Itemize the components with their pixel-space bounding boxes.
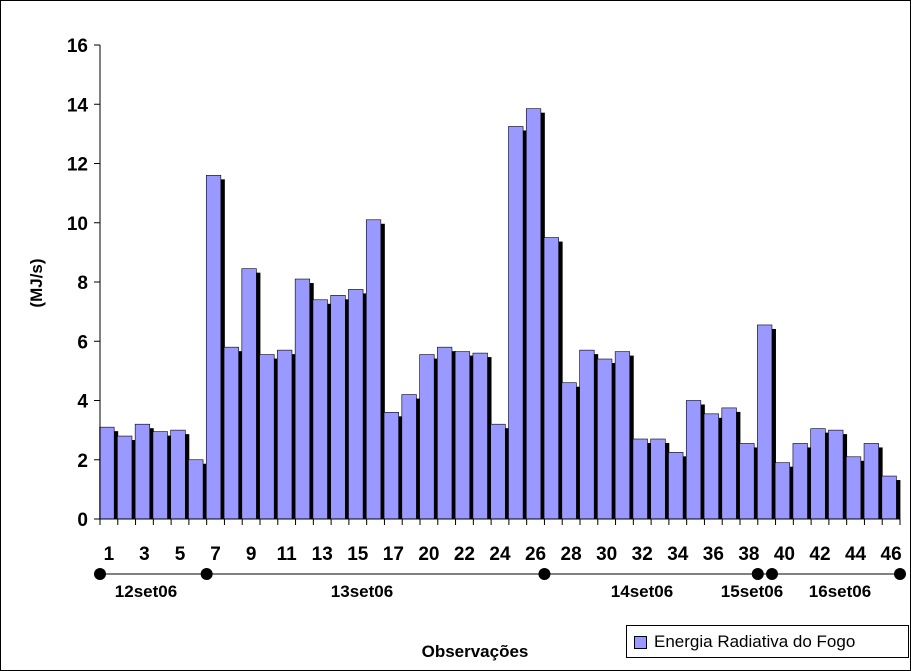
date-group-label: 16set06 <box>809 582 871 601</box>
bar <box>703 413 719 520</box>
x-tick-label: 28 <box>561 544 582 565</box>
bar <box>117 435 133 520</box>
bar <box>454 351 471 520</box>
date-group-label: 13set06 <box>331 582 393 601</box>
y-tick-label: 2 <box>77 451 88 472</box>
bar <box>721 407 737 520</box>
legend-label: Energia Radiativa do Fogo <box>654 632 856 651</box>
x-tick-label: 22 <box>454 544 475 565</box>
bar <box>579 349 595 520</box>
bar <box>134 423 151 520</box>
bar <box>614 351 631 520</box>
bar <box>774 462 791 520</box>
y-tick-label: 12 <box>67 155 88 176</box>
x-tick-label: 5 <box>175 544 186 565</box>
bar <box>241 268 257 520</box>
x-tick-label: 30 <box>596 544 617 565</box>
bar <box>508 126 524 520</box>
x-tick-label: 32 <box>632 544 653 565</box>
y-tick-label: 0 <box>77 510 88 531</box>
bar <box>525 108 542 520</box>
bar <box>561 382 577 520</box>
bar <box>472 352 488 520</box>
bar <box>401 394 417 520</box>
date-groups: 12set06 13set06 14set06 15set06 16set06 <box>94 568 906 601</box>
bar <box>277 349 293 520</box>
bars-group <box>99 108 901 520</box>
x-tick-label: 13 <box>312 544 333 565</box>
y-tick-label: 10 <box>67 214 88 235</box>
x-tick-label: 40 <box>774 544 795 565</box>
legend-swatch <box>634 636 647 649</box>
x-tick-label: 42 <box>809 544 830 565</box>
bar <box>597 358 613 520</box>
date-group-label: 12set06 <box>115 582 177 601</box>
bar <box>543 237 559 520</box>
bar <box>828 429 844 520</box>
y-tick-label: 14 <box>67 95 89 116</box>
legend: Energia Radiativa do Fogo <box>626 625 909 658</box>
y-tick-label: 8 <box>77 273 88 294</box>
x-tick-label: 26 <box>525 544 546 565</box>
x-axis-label: Observações <box>422 642 529 661</box>
x-tick-label: 24 <box>489 544 511 565</box>
y-tick-label: 4 <box>77 392 88 413</box>
bar <box>205 175 222 520</box>
date-marker <box>94 568 106 580</box>
x-tick-label: 15 <box>347 544 369 565</box>
x-tick-label: 3 <box>139 544 150 565</box>
date-marker <box>894 568 906 580</box>
bar <box>99 426 115 520</box>
date-group-label: 14set06 <box>611 582 673 601</box>
x-ticks-group: 1 3 5 7 9 11 13 15 17 20 22 24 26 28 30 32 34 36 38 40 42 44 4… <box>99 519 902 565</box>
x-tick-label: 1 <box>104 544 115 565</box>
bar <box>739 443 755 520</box>
bar <box>757 324 773 520</box>
bar <box>632 438 648 520</box>
bar <box>330 295 346 520</box>
date-marker <box>538 568 551 580</box>
bar <box>650 438 666 520</box>
bar <box>294 278 311 520</box>
x-tick-label: 44 <box>845 544 867 565</box>
bar <box>152 431 168 520</box>
y-ticks-group: 0 2 4 6 8 10 12 14 16 <box>67 36 100 531</box>
x-tick-label: 36 <box>703 544 724 565</box>
bar <box>845 456 862 520</box>
bar <box>259 354 275 520</box>
x-tick-label: 17 <box>383 544 404 565</box>
y-axis-label: (MJ/s) <box>27 258 46 307</box>
bar <box>383 412 399 520</box>
x-tick-label: 11 <box>277 544 298 565</box>
bar <box>188 459 204 520</box>
bar <box>348 289 364 520</box>
bar <box>810 428 826 520</box>
x-tick-label: 9 <box>246 544 257 565</box>
bar <box>365 219 382 520</box>
bar <box>490 423 506 520</box>
bar <box>419 354 435 520</box>
bar <box>792 443 808 520</box>
y-tick-label: 16 <box>67 36 88 57</box>
bar <box>863 443 879 520</box>
date-marker <box>766 568 778 580</box>
x-tick-label: 20 <box>418 544 439 565</box>
x-tick-label: 34 <box>667 544 689 565</box>
bar <box>312 299 328 520</box>
date-group-label: 15set06 <box>721 582 783 601</box>
date-marker <box>200 568 213 580</box>
y-tick-label: 6 <box>77 332 88 353</box>
bar <box>170 429 186 520</box>
bar <box>223 346 239 520</box>
bar <box>668 452 684 520</box>
bar <box>437 346 453 520</box>
x-tick-label: 46 <box>881 544 902 565</box>
x-tick-label: 7 <box>210 544 221 565</box>
bar <box>685 400 702 520</box>
x-tick-label: 38 <box>738 544 759 565</box>
bar <box>881 475 897 520</box>
date-marker <box>751 568 764 580</box>
